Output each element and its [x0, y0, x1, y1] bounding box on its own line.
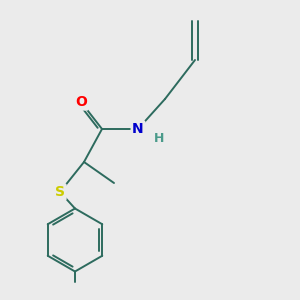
Text: N: N — [132, 122, 144, 136]
Text: H: H — [154, 131, 164, 145]
Text: S: S — [55, 185, 65, 199]
Text: O: O — [75, 95, 87, 109]
